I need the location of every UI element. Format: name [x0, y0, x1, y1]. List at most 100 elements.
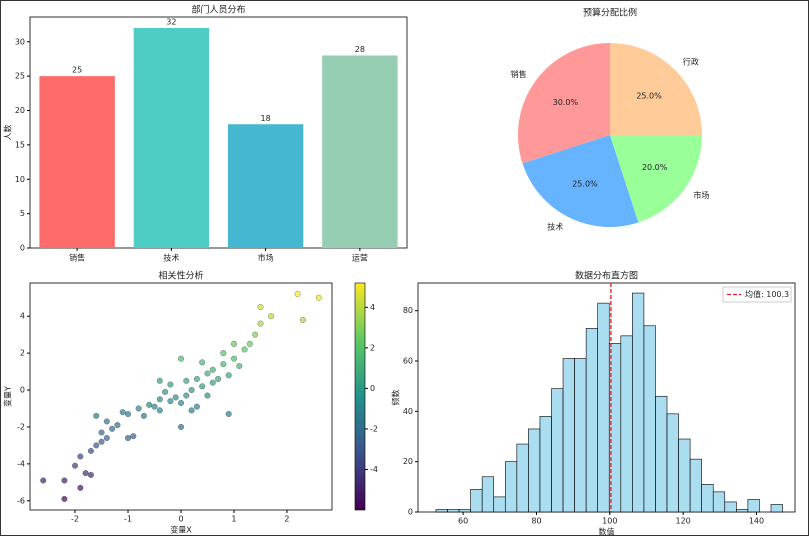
scatter-point [294, 291, 301, 298]
hist-bar [435, 509, 448, 513]
hist-bar [470, 489, 483, 513]
hist-bar [493, 496, 506, 513]
scatter-point [241, 346, 248, 353]
hist-bar [747, 499, 760, 513]
y-tick-label: 2 [20, 349, 25, 358]
chart-title: 预算分配比例 [583, 7, 637, 19]
pie-label: 销售 [511, 69, 527, 79]
scatter-point [87, 447, 94, 454]
scatter-point [82, 470, 89, 477]
y-tick-label: 30 [15, 37, 25, 46]
scatter-point [178, 424, 184, 430]
scatter-point [146, 401, 153, 408]
pie-slice [610, 135, 702, 223]
y-tick-label: -2 [17, 422, 25, 431]
bar [322, 55, 398, 248]
scatter-point [135, 405, 142, 412]
x-tick-label: 2 [284, 515, 289, 524]
y-tick-label: 20 [15, 106, 25, 115]
scatter-point [193, 376, 200, 382]
hist-bar [632, 292, 645, 513]
scatter-point [225, 411, 232, 417]
scatter-point [178, 400, 184, 406]
bar [133, 28, 210, 248]
scatter-point [199, 383, 206, 390]
scatter-point [299, 316, 306, 323]
scatter-point [130, 433, 137, 440]
y-tick-label: -4 [17, 459, 25, 468]
scatter-point [204, 370, 211, 377]
hist-bar [574, 358, 587, 513]
colorbar-tick-label: -2 [370, 424, 378, 433]
scatter-point [119, 409, 126, 416]
colorbar [354, 282, 366, 511]
pie-value-label: 25.0% [572, 180, 598, 189]
bar-value-label: 28 [355, 45, 365, 54]
y-tick-label: 20 [403, 457, 413, 466]
scatter-point [103, 435, 110, 441]
pie-value-label: 20.0% [642, 163, 668, 172]
y-tick-label: -6 [17, 496, 25, 505]
scatter-point [246, 340, 253, 347]
scatter-point [98, 438, 105, 445]
y-tick-label: 5 [20, 209, 25, 218]
scatter-point [93, 442, 100, 449]
scatter-point [231, 340, 237, 347]
scatter-point [77, 453, 84, 460]
scatter-point [156, 407, 163, 414]
x-axis-label: 变量X [170, 525, 192, 535]
scatter-point [204, 392, 211, 399]
y-tick-label: 10 [15, 175, 25, 184]
scatter-point [183, 377, 190, 384]
pie-value-label: 25.0% [636, 91, 662, 100]
pie-slice [518, 43, 610, 164]
scatter-point [156, 377, 163, 384]
scatter-point [125, 435, 131, 441]
hist-bar [712, 491, 726, 513]
bar-value-label: 18 [261, 114, 271, 123]
hist-bar [666, 413, 679, 513]
pie-label: 市场 [693, 190, 709, 200]
hist-bar [551, 388, 564, 513]
colorbar-tick-label: -4 [370, 465, 378, 474]
hist-bar [516, 443, 529, 513]
x-tick-label: -2 [71, 515, 79, 524]
chart-title: 相关性分析 [158, 270, 203, 282]
scatter-point [103, 418, 110, 425]
scatter-point [225, 372, 232, 379]
scatter-point [125, 411, 131, 417]
y-tick-label: 25 [15, 72, 25, 81]
scatter-point [220, 350, 227, 357]
x-tick-label: 140 [749, 517, 764, 526]
hist-bar [504, 461, 518, 513]
x-tick-label: 技术 [163, 253, 179, 263]
scatter-point [188, 387, 195, 393]
chart-title: 数据分布直方图 [575, 270, 638, 282]
x-tick-label: 0 [178, 515, 183, 524]
y-tick-label: 40 [403, 407, 413, 416]
pie-label: 行政 [683, 57, 699, 67]
scatter-point [257, 320, 264, 327]
scatter-point [167, 381, 174, 388]
x-tick-label: 销售 [69, 253, 85, 263]
scatter-point [114, 422, 121, 429]
hist-bar [689, 458, 702, 513]
scatter-point [236, 363, 243, 369]
x-tick-label: -1 [124, 515, 132, 524]
scatter-point [140, 412, 147, 419]
scatter-point [188, 407, 195, 414]
x-axis-label: 数值 [599, 527, 615, 536]
hist-bar [597, 302, 610, 513]
scatter-point [183, 392, 190, 399]
scatter-point [93, 412, 100, 419]
y-tick-label: 4 [20, 312, 25, 321]
hist-bar [539, 416, 552, 513]
hist-bar [458, 509, 471, 513]
hist-bar [481, 476, 495, 513]
hist-bar [770, 504, 783, 513]
scatter-point [109, 425, 116, 432]
hist-bar [701, 484, 714, 513]
scatter-point [220, 361, 227, 368]
hist-bar [447, 509, 460, 513]
hist-bar [678, 438, 691, 513]
